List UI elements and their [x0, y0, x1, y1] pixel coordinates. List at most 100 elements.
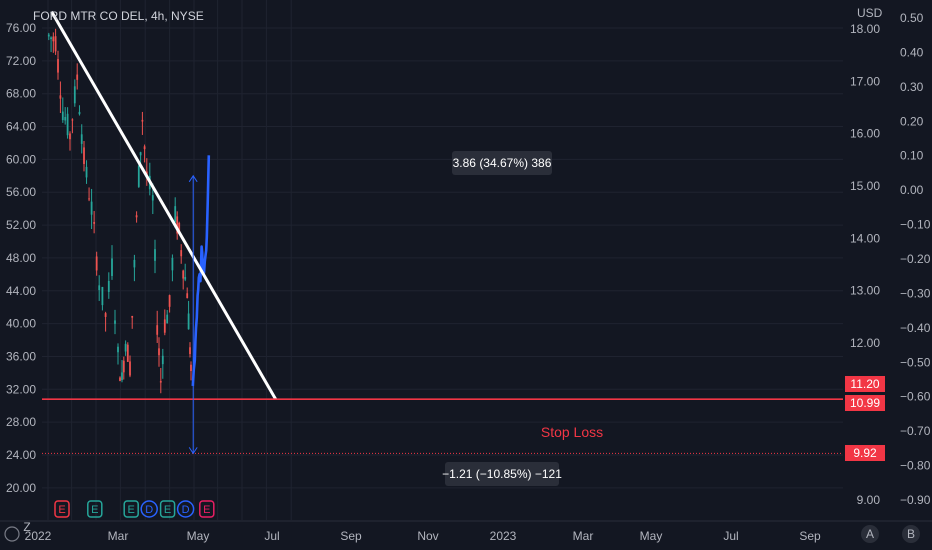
candle-body [119, 377, 121, 381]
candle-body [80, 134, 83, 144]
candle-body [64, 117, 67, 121]
chart-title: FORD MTR CO DEL, 4h, NYSE [33, 9, 204, 23]
candle-body [186, 293, 189, 299]
earnings-marker[interactable]: E [199, 500, 215, 518]
marker-box [199, 500, 215, 518]
candle-body [117, 346, 119, 353]
candle-body [95, 256, 98, 271]
candle-body [161, 355, 164, 365]
earnings-marker[interactable]: E [87, 500, 103, 518]
candle-body [158, 348, 160, 356]
candle-body [151, 195, 154, 201]
earnings-marker[interactable]: E [54, 500, 70, 518]
candle-body [154, 249, 156, 261]
y-pct-tick: 0.30 [900, 80, 924, 94]
series-lines [191, 155, 211, 386]
candle-body [190, 364, 192, 372]
earnings-marker[interactable]: E [123, 500, 139, 518]
y-right-tick: 16.00 [850, 127, 880, 141]
drawings [42, 10, 843, 455]
marker-letter: D [145, 504, 153, 516]
marker-letter: E [91, 504, 98, 516]
earnings-marker[interactable]: E [159, 500, 176, 518]
annotations: 3.86 (34.67%) 386 −1.21 (−10.85%) −121 Sto… [442, 151, 603, 486]
measure-up-arrowhead [188, 174, 198, 183]
candle-body [50, 37, 52, 40]
candle-body [54, 36, 57, 52]
candle-body [182, 270, 185, 279]
candle-body [85, 166, 88, 178]
marker-ring [140, 500, 158, 518]
y-left-tick: 24.00 [6, 448, 36, 462]
candle-body [104, 313, 107, 317]
y-pct-tick: 0.10 [900, 149, 924, 163]
candle-body [107, 280, 110, 292]
candle-body [126, 344, 129, 362]
x-tick: 2023 [490, 529, 517, 543]
marker-ring [176, 500, 195, 518]
y-pct-tick: 0.50 [900, 11, 924, 25]
settings-icon [4, 526, 20, 542]
marker-letter: E [58, 504, 65, 516]
candle-body [83, 147, 85, 164]
y-right-tick: 14.00 [850, 231, 880, 245]
y-left-tick: 72.00 [6, 54, 36, 68]
zoom-button: A [866, 527, 874, 541]
candle-body [178, 222, 181, 232]
price-tag: 10.99 [850, 396, 880, 410]
auto-button-bg [902, 525, 920, 543]
y-left-tick: 32.00 [6, 382, 36, 396]
auto-button: B [907, 527, 915, 541]
y-pct-tick: 0.40 [900, 45, 924, 59]
x-tick: Jul [264, 529, 279, 543]
y-left-tick: 68.00 [6, 87, 36, 101]
marker-box [123, 500, 139, 518]
candle-body [180, 250, 183, 257]
candle-body [88, 198, 90, 200]
dividend-marker[interactable]: D [140, 500, 158, 518]
y-left-tick: 20.00 [6, 481, 36, 495]
candle-body [159, 381, 162, 383]
marker-box [159, 500, 176, 518]
candle-body [133, 259, 136, 268]
candle-body [93, 222, 96, 224]
price-tag-box [845, 376, 885, 392]
marker-letter: E [164, 504, 171, 516]
candle-body [143, 146, 146, 150]
y-left-tick: 28.00 [6, 415, 36, 429]
candle-body [71, 119, 74, 121]
candle-body [69, 133, 71, 140]
candle-body [189, 347, 191, 355]
candle-body [61, 111, 64, 121]
candle-body [184, 277, 187, 280]
candle-body [114, 320, 116, 324]
candle-body [121, 372, 123, 381]
x-tick: Mar [108, 529, 129, 543]
y-pct-tick: −0.10 [900, 218, 931, 232]
y-right-tick: 17.00 [850, 74, 880, 88]
loss-label-box [445, 462, 559, 486]
projection-series [191, 155, 211, 386]
gain-label-box [452, 151, 552, 175]
candle-body [131, 315, 134, 318]
x-tick: 2022 [25, 529, 52, 543]
dividend-marker[interactable]: D [176, 500, 195, 518]
x-tick: Nov [417, 529, 438, 543]
y-left-tick: 56.00 [6, 185, 36, 199]
candle-body [90, 201, 93, 215]
x-tick: Sep [340, 529, 362, 543]
marker-letter: E [203, 504, 210, 516]
currency-label: USD [857, 6, 883, 20]
candle-body [139, 152, 142, 156]
candle-body [129, 361, 131, 376]
axes: 76.00 72.00 68.00 64.00 60.00 56.00 52.00 48.00… [0, 11, 932, 543]
marker-box [87, 500, 103, 518]
y-left-tick: 76.00 [6, 21, 36, 35]
candle-body [156, 325, 159, 335]
candle-body [124, 343, 127, 352]
candle-body [111, 258, 113, 276]
